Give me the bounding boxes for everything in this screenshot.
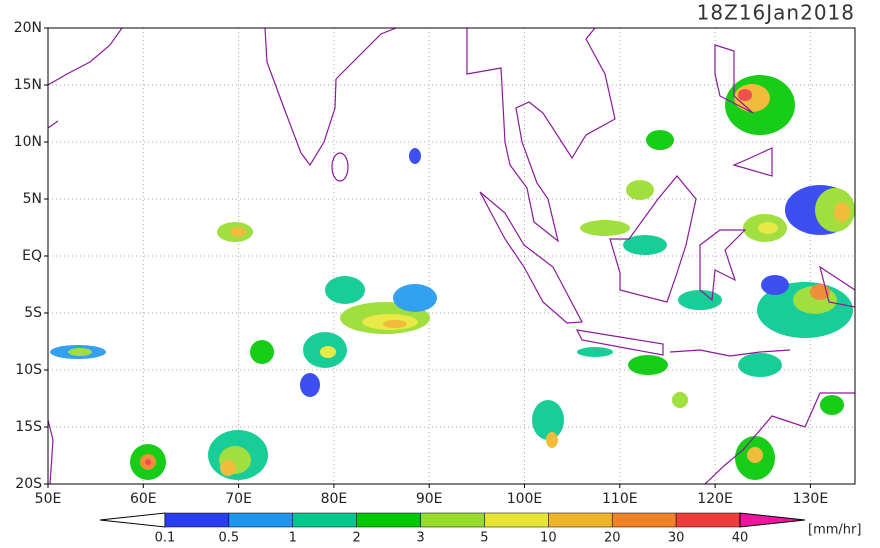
colorbar-label: 10	[540, 531, 557, 545]
lon-label: 70E	[225, 491, 252, 507]
colorbar-label: 20	[604, 531, 621, 545]
coastlines	[48, 28, 855, 484]
colorbar-label: 40	[732, 531, 749, 545]
lon-label: 130E	[793, 491, 829, 507]
colorbar-segment	[548, 512, 613, 528]
lon-label: 50E	[35, 491, 62, 507]
lat-label: 15S	[15, 419, 42, 435]
colorbar-label: 3	[416, 531, 424, 545]
colorbar-segment	[164, 512, 230, 528]
colorbar-label: 1	[289, 531, 297, 545]
lat-label: 20S	[15, 476, 42, 492]
lon-label: 110E	[602, 491, 638, 507]
lon-label: 80E	[321, 491, 348, 507]
colorbar: 0.1 0.5 1 2 3 5 10 20 30 40 [mm/hr]	[99, 512, 861, 546]
colorbar-low	[99, 512, 166, 528]
lon-label: 100E	[507, 491, 543, 507]
colorbar-segment	[675, 512, 741, 528]
colorbar-segment	[228, 512, 294, 528]
lat-label: 5N	[23, 191, 42, 207]
lon-label: 120E	[697, 491, 733, 507]
colorbar-label: 0.5	[219, 531, 240, 545]
colorbar-segment	[292, 512, 357, 528]
lon-label: 60E	[130, 491, 157, 507]
precip-field	[48, 28, 855, 484]
colorbar-high	[739, 512, 806, 528]
colorbar-segment	[356, 512, 421, 528]
colorbar-label: 0.1	[155, 531, 176, 545]
map-title: 18Z16Jan2018	[697, 1, 855, 25]
grid	[48, 28, 855, 484]
colorbar-label: 30	[668, 531, 685, 545]
colorbar-segment	[484, 512, 549, 528]
lat-label: 10S	[15, 362, 42, 378]
lat-label: 5S	[24, 305, 42, 321]
colorbar-segment	[611, 512, 677, 528]
colorbar-segment	[420, 512, 485, 528]
lat-label: EQ	[22, 248, 42, 264]
lat-label: 20N	[14, 20, 42, 36]
lon-label: 90E	[416, 491, 443, 507]
colorbar-label: 5	[480, 531, 488, 545]
colorbar-label: 2	[353, 531, 361, 545]
lat-label: 10N	[14, 134, 42, 150]
lat-label: 15N	[14, 77, 42, 93]
colorbar-unit: [mm/hr]	[808, 523, 861, 538]
